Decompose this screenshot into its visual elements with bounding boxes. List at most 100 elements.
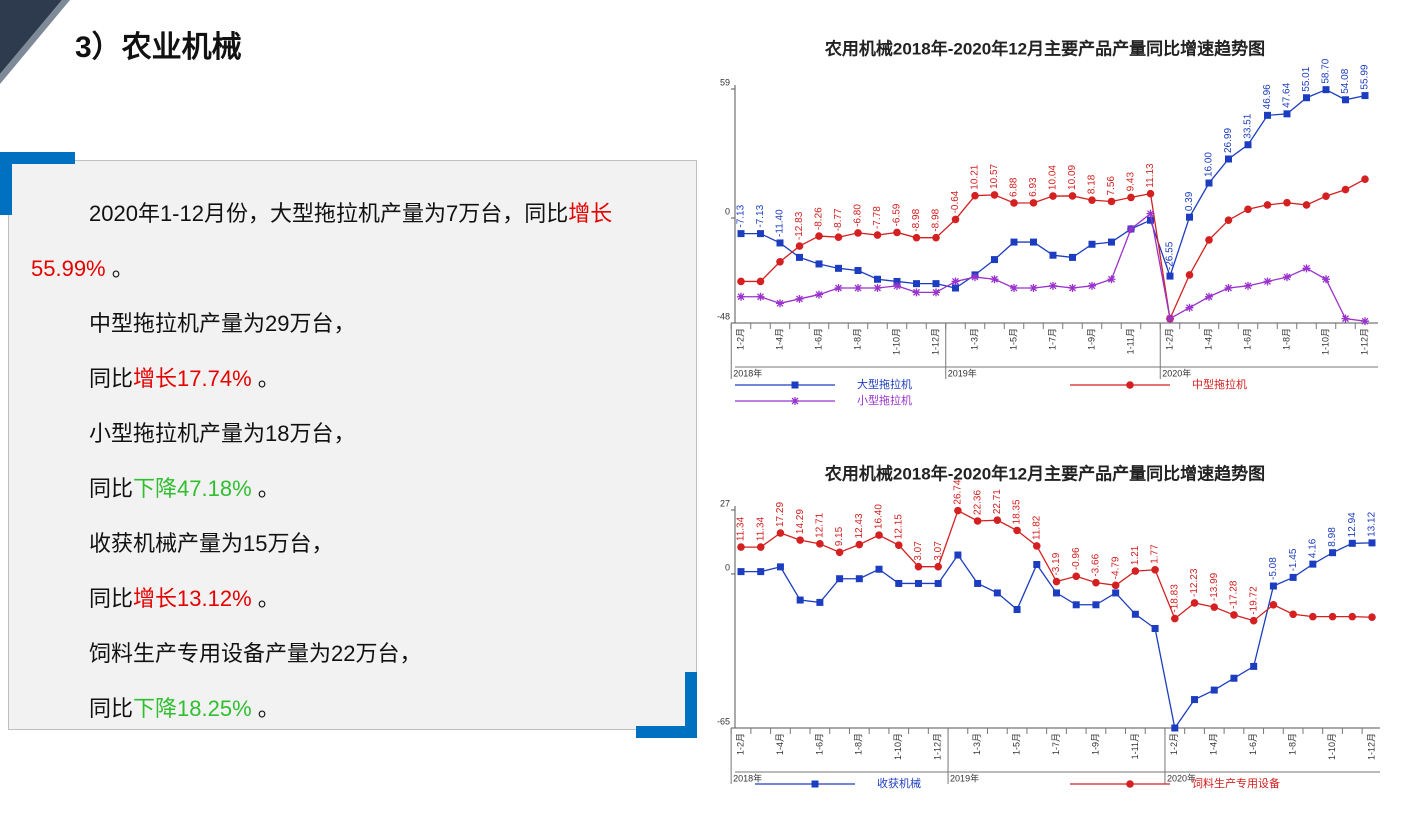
point [1072, 601, 1080, 609]
point [791, 397, 799, 405]
data-label: 58.70 [1321, 58, 1332, 83]
data-label: 9.43 [1126, 172, 1137, 192]
point [974, 579, 982, 587]
year-label: 2019年 [950, 772, 979, 783]
x-tick-label: 1-2月 [1164, 328, 1174, 350]
point [973, 517, 982, 525]
data-label: 0.39 [1184, 191, 1195, 211]
text-run: 。 [251, 476, 280, 501]
x-tick-label: 1-12月 [1359, 328, 1369, 355]
legend-label: 饲料生产专用设备 [1192, 776, 1280, 790]
point [1146, 189, 1155, 198]
point [854, 229, 862, 237]
point [1361, 92, 1369, 100]
point [893, 277, 901, 285]
point [912, 288, 921, 297]
data-label: 33.51 [1243, 113, 1254, 138]
point [1190, 599, 1199, 607]
point [1302, 201, 1311, 209]
point [1328, 612, 1337, 621]
y-tick-label: 0 [725, 562, 730, 572]
data-label: 9.15 [834, 526, 845, 546]
point [854, 284, 862, 293]
point [1111, 581, 1120, 590]
point [1361, 317, 1369, 326]
x-tick-label: 1-4月 [1203, 328, 1213, 350]
data-label: 18.35 [1012, 499, 1023, 524]
text-run: 2020年1-12月份，大型拖拉机产量为7万台，同比 [89, 201, 569, 226]
data-label: -6.59 [892, 203, 903, 226]
point [993, 589, 1001, 597]
x-tick-label: 1-4月 [774, 328, 784, 350]
x-tick-label: 1-2月 [735, 733, 745, 755]
x-tick-label: 1-7月 [1047, 328, 1057, 350]
point [1166, 314, 1174, 323]
data-label: -8.26 [814, 207, 825, 230]
point [1010, 238, 1018, 246]
point [816, 598, 824, 606]
paragraph: 同比增长13.12% 。 [9, 571, 696, 626]
slide-title: 3）农业机械 [75, 31, 242, 64]
point [815, 290, 823, 299]
point [990, 191, 999, 199]
point [993, 516, 1002, 524]
x-tick-label: 1-9月 [1090, 733, 1100, 755]
data-label: 16.00 [1204, 152, 1215, 177]
point [1303, 94, 1310, 102]
x-tick-label: 1-10月 [893, 733, 903, 760]
point [737, 568, 745, 576]
point [1210, 686, 1218, 694]
point [1250, 662, 1258, 670]
point [756, 543, 765, 551]
data-label: 46.96 [1262, 84, 1273, 109]
data-label: -8.98 [911, 208, 922, 231]
point [1131, 610, 1139, 618]
point [1341, 185, 1350, 194]
point [816, 540, 824, 548]
point [1230, 674, 1238, 682]
paragraph: 同比增长17.74% 。 [9, 351, 696, 406]
point [1224, 284, 1233, 293]
data-label: 4.16 [1307, 538, 1318, 558]
point [1171, 724, 1179, 732]
data-label: 11.34 [755, 516, 766, 541]
data-label: -11.40 [775, 209, 786, 237]
y-tick-label: 27 [720, 498, 730, 508]
x-tick-label: 1-6月 [813, 328, 823, 350]
point [954, 551, 962, 559]
frame-corner [0, 152, 75, 164]
data-label: -7.78 [872, 206, 883, 229]
y-tick-label: -65 [717, 716, 730, 726]
point [1127, 193, 1135, 202]
x-tick-label: 1-8月 [1281, 328, 1291, 350]
point [1151, 624, 1159, 632]
text-run: 同比 [89, 366, 134, 391]
data-label: -1.45 [1288, 548, 1299, 571]
point [1069, 253, 1076, 261]
point [796, 596, 804, 604]
point [1049, 251, 1057, 259]
data-label: -4.79 [1110, 556, 1121, 579]
data-label: 16.40 [874, 504, 885, 529]
x-tick-label: 1-12月 [930, 328, 940, 355]
point [1068, 284, 1077, 293]
point [1166, 272, 1174, 280]
point [1088, 196, 1096, 204]
point [815, 260, 823, 268]
legend-label: 中型拖拉机 [1192, 377, 1247, 391]
x-tick-label: 1-8月 [1288, 733, 1298, 755]
point [893, 228, 901, 237]
point [1191, 696, 1199, 704]
data-label: 10.57 [989, 163, 1000, 188]
point [1309, 612, 1317, 621]
point [1244, 205, 1252, 214]
data-label: 8.98 [1327, 527, 1338, 547]
data-label: 14.29 [795, 509, 806, 534]
data-label: -19.72 [1248, 586, 1259, 615]
point [834, 284, 843, 293]
text-run: 小型拖拉机产量为18万台， [89, 421, 356, 446]
point [1107, 275, 1116, 284]
point [1244, 281, 1252, 290]
point [1147, 216, 1154, 224]
point [1283, 110, 1291, 118]
